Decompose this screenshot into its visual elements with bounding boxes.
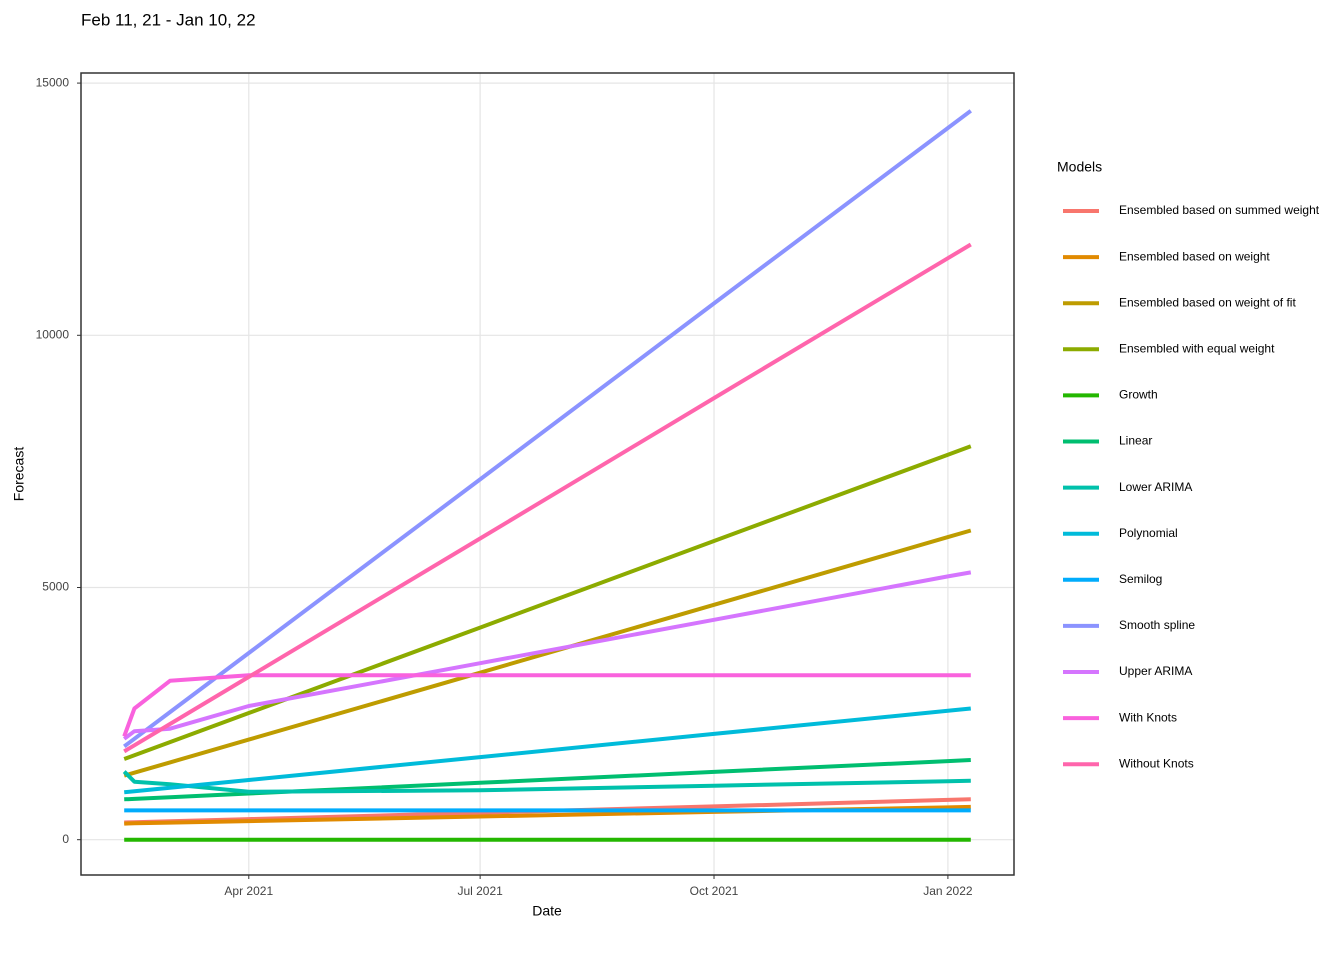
legend-label: Linear bbox=[1119, 434, 1152, 448]
y-tick-label: 10000 bbox=[36, 327, 70, 341]
series-line bbox=[123, 528, 972, 778]
series-line bbox=[123, 444, 972, 761]
legend-label: Smooth spline bbox=[1119, 618, 1195, 632]
series-line bbox=[123, 242, 972, 754]
series-line bbox=[122, 673, 971, 737]
series-line bbox=[124, 706, 971, 795]
plot-border bbox=[80, 72, 1015, 876]
y-axis-label: Forecast bbox=[11, 447, 27, 502]
legend-label: Semilog bbox=[1119, 572, 1162, 586]
legend-label: Growth bbox=[1119, 388, 1158, 402]
y-tick-label: 15000 bbox=[36, 75, 70, 89]
legend-label: Ensembled based on summed weight bbox=[1119, 203, 1320, 217]
x-tick-label: Oct 2021 bbox=[690, 884, 739, 898]
chart-title: Feb 11, 21 - Jan 10, 22 bbox=[81, 10, 256, 29]
y-tick-label: 0 bbox=[62, 832, 69, 846]
legend-label: Ensembled based on weight bbox=[1119, 249, 1270, 263]
x-tick-label: Jul 2021 bbox=[457, 884, 503, 898]
legend-label: Ensembled based on weight of fit bbox=[1119, 295, 1296, 309]
y-tick-label: 5000 bbox=[42, 580, 69, 594]
x-tick-label: Apr 2021 bbox=[224, 884, 273, 898]
legend-label: With Knots bbox=[1119, 710, 1177, 724]
series-line bbox=[123, 109, 973, 749]
legend-label: Upper ARIMA bbox=[1119, 664, 1192, 678]
series-line bbox=[124, 758, 971, 802]
legend-label: Without Knots bbox=[1119, 756, 1194, 770]
plot-area bbox=[81, 73, 1014, 875]
legend-label: Lower ARIMA bbox=[1119, 480, 1192, 494]
series-line bbox=[122, 770, 971, 794]
x-tick-label: Jan 2022 bbox=[923, 884, 973, 898]
series-line bbox=[123, 570, 972, 741]
legend-title: Models bbox=[1057, 159, 1102, 175]
x-axis-label: Date bbox=[532, 903, 562, 919]
legend-label: Ensembled with equal weight bbox=[1119, 341, 1275, 355]
legend-label: Polynomial bbox=[1119, 526, 1178, 540]
series-line bbox=[124, 804, 971, 826]
